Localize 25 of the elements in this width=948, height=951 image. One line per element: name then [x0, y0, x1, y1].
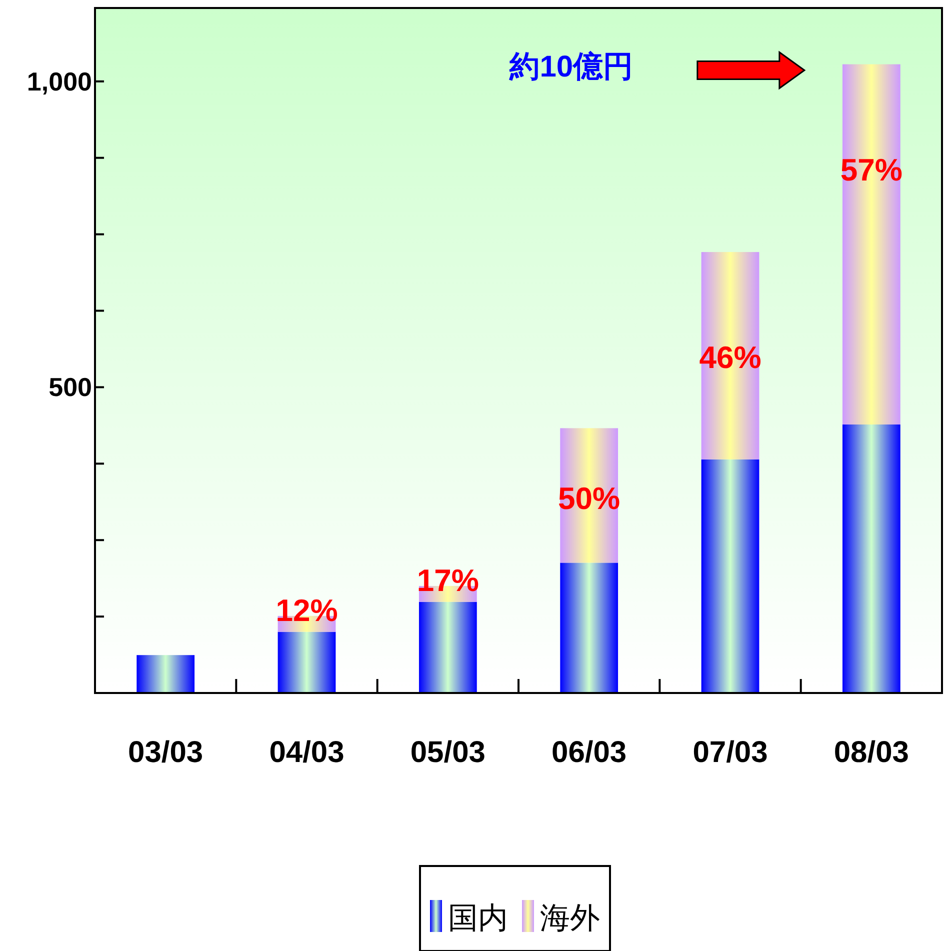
bar [560, 428, 618, 563]
annotation: 57% [840, 152, 902, 188]
annotation: 約10億円 [508, 50, 634, 84]
x-tick-label: 05/03 [410, 736, 486, 769]
annotation: 12% [276, 592, 338, 628]
annotation: 46% [699, 340, 762, 376]
legend-label: 海外 [540, 902, 600, 935]
x-tick-label: 07/03 [692, 736, 768, 769]
y-tick-label: 1,000 [26, 66, 92, 96]
bar [278, 632, 336, 693]
bar [560, 562, 618, 693]
annotation: 17% [416, 562, 479, 598]
bar [842, 424, 900, 693]
bar [418, 602, 477, 693]
x-tick-label: 04/03 [269, 736, 344, 769]
legend-label: 国内 [448, 902, 508, 935]
x-tick-label: 08/03 [834, 736, 909, 769]
x-tick-label: 03/03 [128, 736, 204, 769]
annotation: 50% [558, 481, 620, 516]
y-tick-label: 500 [48, 372, 92, 402]
x-tick-label: 06/03 [552, 736, 627, 769]
bar [701, 459, 760, 693]
bar [842, 64, 900, 425]
bar [701, 252, 760, 460]
bar [136, 655, 195, 693]
